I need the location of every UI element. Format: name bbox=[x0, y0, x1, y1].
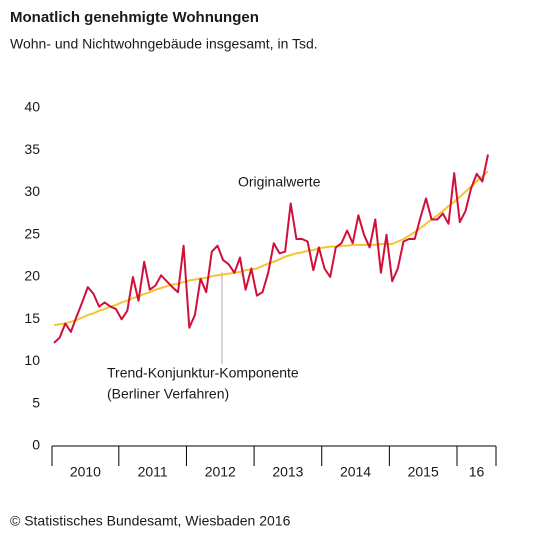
source: © Statistisches Bundesamt, Wiesbaden 201… bbox=[10, 513, 291, 529]
x-tick-label: 2014 bbox=[340, 464, 371, 480]
x-tick-label: 16 bbox=[469, 464, 485, 480]
y-tick-label: 10 bbox=[24, 352, 40, 368]
chart-title: Monatlich genehmigte Wohnungen bbox=[10, 9, 259, 26]
y-tick-label: 25 bbox=[24, 225, 40, 241]
x-tick-label: 2010 bbox=[70, 464, 101, 480]
y-tick-label: 15 bbox=[24, 310, 40, 326]
chart-subtitle: Wohn- und Nichtwohngebäude insgesamt, in… bbox=[10, 36, 318, 52]
annotation: (Berliner Verfahren) bbox=[107, 386, 229, 402]
y-tick-label: 40 bbox=[24, 99, 40, 115]
x-tick-label: 2011 bbox=[138, 464, 168, 480]
x-tick-label: 2015 bbox=[408, 464, 439, 480]
annotation: Trend-Konjunktur-Komponente bbox=[107, 365, 299, 381]
annotation: Originalwerte bbox=[238, 174, 321, 190]
y-tick-label: 5 bbox=[32, 394, 40, 410]
y-tick-label: 30 bbox=[24, 183, 40, 199]
y-tick-label: 35 bbox=[24, 141, 40, 157]
series-line bbox=[53, 170, 489, 327]
series-line bbox=[53, 154, 489, 344]
x-tick-label: 2012 bbox=[205, 464, 236, 480]
y-tick-label: 0 bbox=[32, 437, 40, 453]
y-tick-label: 20 bbox=[24, 268, 40, 284]
x-tick-label: 2013 bbox=[272, 464, 303, 480]
